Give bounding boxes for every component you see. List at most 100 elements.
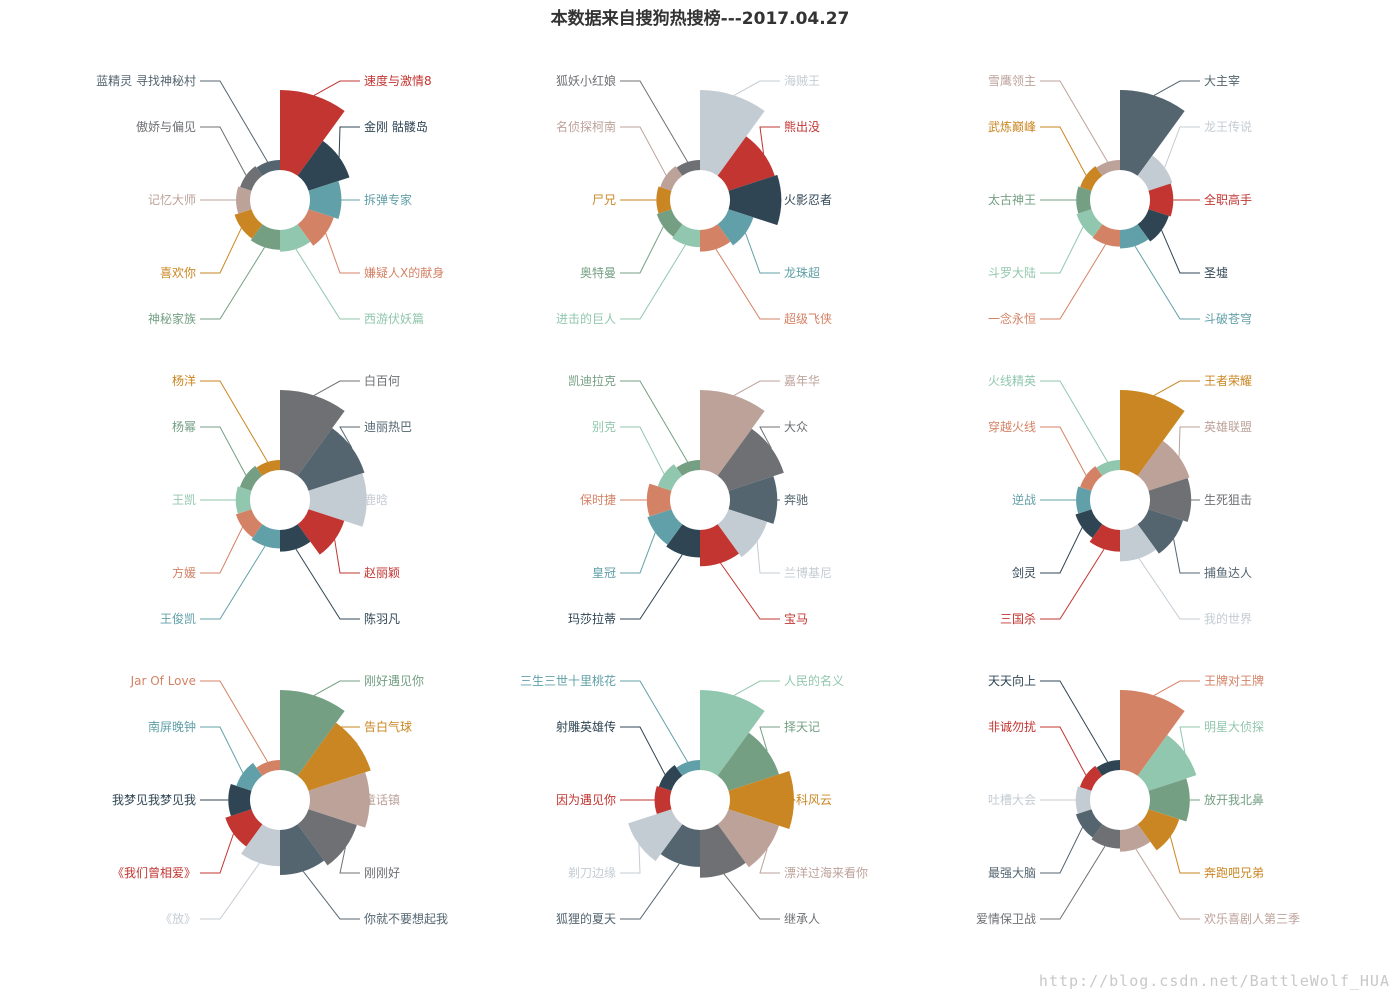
rose-sector[interactable] [235, 486, 252, 514]
rose-sector[interactable] [1137, 155, 1173, 191]
rose-sector[interactable] [236, 186, 252, 214]
rose-sector[interactable] [1076, 486, 1092, 514]
label-leader-line [620, 226, 664, 274]
rose-sector[interactable] [297, 140, 350, 191]
rose-sector[interactable] [280, 390, 345, 476]
rose-sector[interactable] [628, 809, 683, 862]
rose-sector[interactable] [672, 224, 700, 248]
rose-sector[interactable] [1120, 224, 1149, 249]
rose-sector[interactable] [656, 186, 672, 214]
rose-sector[interactable] [280, 824, 325, 875]
rose-sector[interactable] [1075, 809, 1103, 838]
sector-label: 剑灵 [1012, 565, 1036, 580]
rose-sector[interactable] [1137, 735, 1197, 791]
rose-sector[interactable] [1148, 183, 1174, 217]
rose-sector[interactable] [717, 209, 754, 246]
rose-sector[interactable] [297, 428, 365, 491]
rose-sector[interactable] [1096, 160, 1120, 176]
rose-sector[interactable] [717, 809, 780, 868]
rose-sector[interactable] [1137, 809, 1180, 851]
rose-sector[interactable] [717, 136, 775, 191]
rose-sector[interactable] [658, 765, 683, 791]
rose-sector[interactable] [280, 524, 311, 552]
rose-sector[interactable] [1076, 209, 1103, 237]
rose-sector[interactable] [717, 732, 780, 791]
rose-sector[interactable] [239, 465, 263, 491]
rose-sector[interactable] [717, 509, 768, 558]
rose-sector[interactable] [1120, 690, 1185, 776]
rose-sector[interactable] [700, 524, 739, 567]
rose-sector[interactable] [1089, 524, 1120, 552]
sector-label: 王者荣耀 [1204, 374, 1252, 388]
rose-sector[interactable] [1137, 509, 1184, 554]
rose-sector[interactable] [251, 524, 280, 549]
rose-sector[interactable] [1076, 186, 1092, 214]
label-leader-line [295, 248, 360, 320]
rose-sector[interactable] [1091, 824, 1120, 849]
rose-sector[interactable] [240, 166, 263, 191]
rose-sector[interactable] [1075, 509, 1103, 538]
rose-sector[interactable] [225, 809, 263, 847]
rose-sector[interactable] [717, 428, 784, 491]
rose-sector[interactable] [657, 464, 683, 491]
rose-sector[interactable] [1137, 209, 1169, 242]
rose-sector[interactable] [728, 476, 778, 524]
rose-sector[interactable] [235, 509, 263, 538]
rose-sector[interactable] [700, 90, 765, 176]
rose-sector[interactable] [297, 809, 357, 866]
rose-sector[interactable] [256, 160, 280, 176]
rose-sector[interactable] [236, 762, 263, 791]
label-leader-line [200, 426, 247, 476]
label-leader-line [325, 233, 360, 274]
rose-sector[interactable] [647, 509, 683, 545]
rose-sector[interactable] [700, 690, 765, 776]
rose-sector[interactable] [1148, 478, 1192, 522]
rose-sector[interactable] [228, 784, 252, 816]
rose-sector[interactable] [280, 224, 311, 252]
sector-label: 最强大脑 [988, 866, 1036, 880]
rose-sector[interactable] [250, 224, 280, 250]
rose-sector[interactable] [1148, 778, 1190, 822]
rose-sector[interactable] [308, 772, 370, 828]
rose-sector[interactable] [1120, 90, 1185, 176]
rose-sector[interactable] [297, 509, 345, 555]
rose-sector[interactable] [646, 483, 672, 517]
rose-sector[interactable] [1075, 786, 1092, 814]
rose-sector[interactable] [660, 824, 700, 867]
rose-sector[interactable] [1080, 466, 1103, 491]
rose-sector[interactable] [1096, 460, 1120, 476]
rose-sector[interactable] [280, 690, 345, 776]
rose-sector[interactable] [1120, 824, 1151, 852]
label-leader-line [620, 554, 683, 620]
rose-sector[interactable] [654, 785, 672, 815]
rose-sector[interactable] [1096, 760, 1120, 776]
rose-sector[interactable] [308, 473, 367, 527]
label-leader-line [1040, 126, 1087, 176]
rose-sector[interactable] [280, 90, 345, 176]
rose-sector[interactable] [1137, 440, 1190, 491]
rose-sector[interactable] [676, 760, 700, 776]
rose-sector[interactable] [656, 209, 683, 237]
rose-sector[interactable] [700, 824, 746, 878]
rose-sector[interactable] [700, 224, 731, 252]
rose-sector[interactable] [1120, 524, 1157, 562]
rose-sector[interactable] [666, 524, 700, 558]
rose-sector[interactable] [1092, 224, 1120, 247]
rose-sector[interactable] [308, 181, 342, 219]
rose-sector[interactable] [1120, 390, 1185, 476]
sector-label: 我梦见我梦见我 [112, 793, 196, 807]
rose-sector[interactable] [241, 824, 280, 867]
rose-sector[interactable] [256, 760, 280, 776]
rose-sector[interactable] [1080, 166, 1103, 191]
rose-sector[interactable] [728, 174, 782, 226]
rose-sector[interactable] [676, 160, 700, 176]
rose-sector[interactable] [700, 390, 765, 476]
rose-sector[interactable] [660, 166, 683, 191]
rose-sector[interactable] [1079, 765, 1103, 791]
rose-sector[interactable] [256, 460, 280, 476]
rose-sector[interactable] [297, 209, 334, 246]
label-leader-line [759, 426, 780, 449]
rose-sector[interactable] [676, 460, 700, 476]
rose-sector[interactable] [234, 209, 263, 239]
